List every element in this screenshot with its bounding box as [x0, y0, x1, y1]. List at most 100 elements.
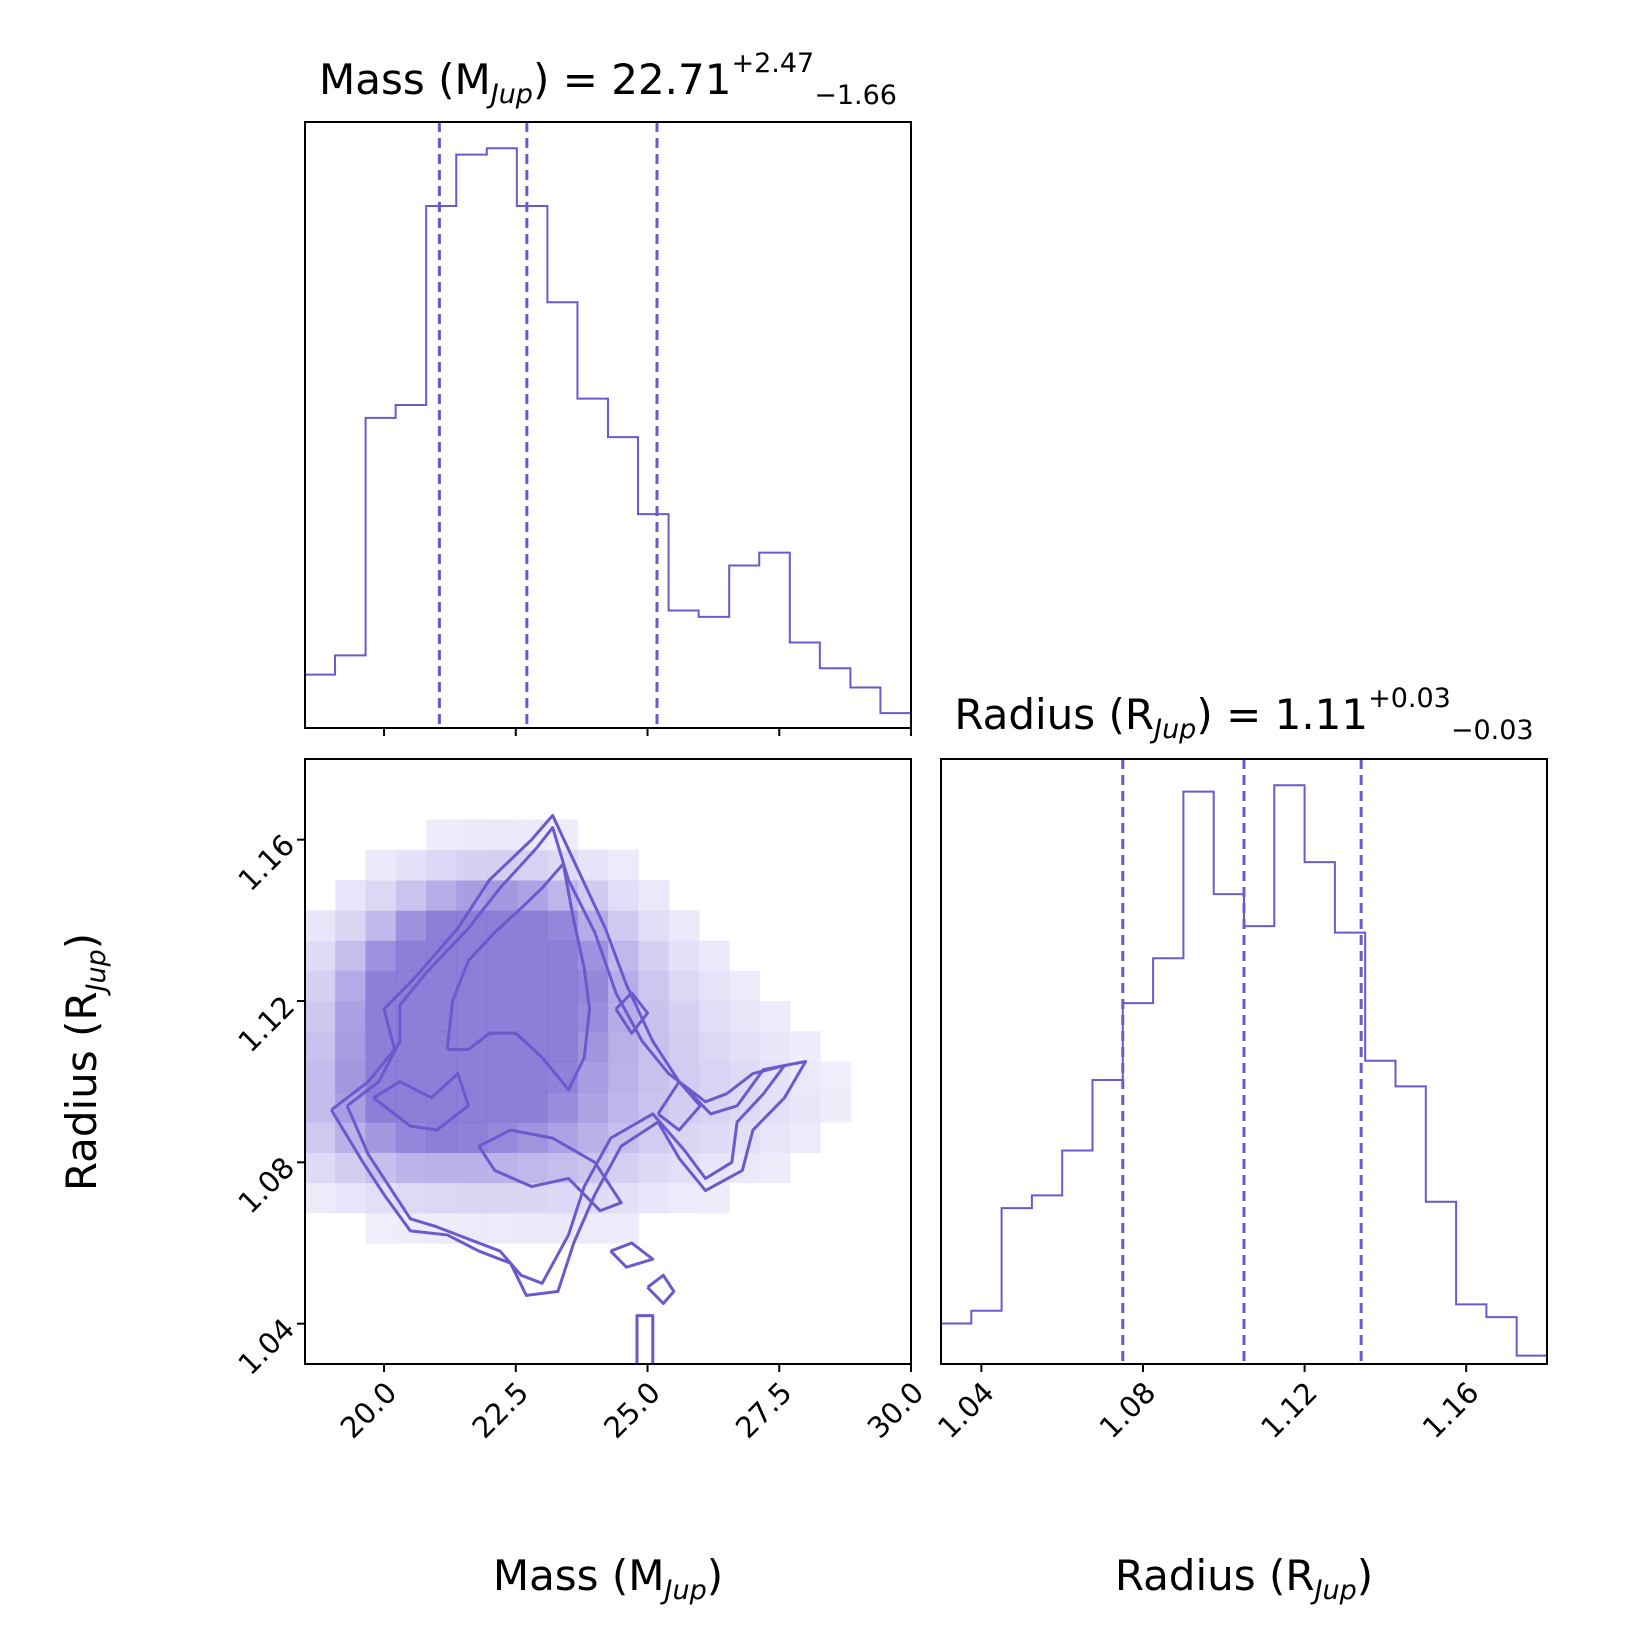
density-contour-3 [372, 1072, 470, 1132]
mass-title-err-minus: −1.66 [814, 80, 897, 111]
mass-histogram-title: Mass (MJup) = 22.71+2.47−1.66 [319, 48, 897, 111]
radius-ytick-label-3: 1.16 [231, 828, 301, 898]
density-cell [395, 910, 427, 942]
density-cell [395, 1152, 427, 1184]
density-cell [698, 1001, 730, 1032]
density-cell [517, 970, 548, 1002]
density-cell [365, 849, 397, 881]
density-cell [638, 1182, 670, 1214]
density-contours [330, 813, 808, 1364]
density-cell [789, 1091, 821, 1123]
density-cell [668, 940, 700, 972]
density-cell [456, 1152, 488, 1184]
mass-histogram-marks [305, 122, 911, 728]
density-cell [426, 819, 458, 851]
x-axis-title-radius-suffix: ) [1357, 1551, 1373, 1600]
density-cell [365, 910, 397, 942]
density-cell [698, 940, 730, 972]
density-cell [698, 1031, 730, 1063]
density-cell [668, 910, 700, 942]
x-axis-title-mass: Mass (MJup) [493, 1551, 723, 1606]
mass-title-prefix: Mass (M [319, 55, 491, 104]
density-cell [335, 880, 367, 911]
mass-xtick-label-4: 30.0 [861, 1375, 931, 1445]
density-cell [365, 940, 397, 972]
density-cell [608, 1212, 639, 1244]
density-cell [395, 940, 427, 972]
density-cell [638, 910, 670, 942]
density-cell [365, 1091, 397, 1123]
density-cell [456, 819, 488, 851]
density-cell [456, 1122, 488, 1153]
density-cell [759, 1031, 791, 1063]
mass-title-subscript: Jup [486, 79, 533, 110]
density-cell [517, 1061, 548, 1093]
density-cell [486, 1091, 518, 1123]
density-cell [668, 1001, 700, 1032]
density-cell [426, 1031, 458, 1063]
density-cell [305, 1001, 336, 1032]
mass-radius-2d-panel: 20.0 22.5 25.0 27.5 30.0 1.04 1.08 1.12 1.16 [231, 758, 931, 1445]
x-axis-title-radius-prefix: Radius (R [1115, 1551, 1315, 1600]
density-cell [456, 1091, 488, 1123]
density-cell [608, 1031, 639, 1063]
density-cell [486, 970, 518, 1002]
x-axis-title-mass-prefix: Mass (M [493, 1551, 665, 1600]
density-cell [305, 1152, 336, 1184]
density-cell [547, 1152, 579, 1184]
density-cell [395, 970, 427, 1002]
density-cell [426, 970, 458, 1002]
density-cell [335, 1182, 367, 1214]
x-axis-title-radius-subscript: Jup [1310, 1575, 1357, 1606]
density-cell [668, 970, 700, 1002]
radius-title-subscript: Jup [1149, 714, 1196, 745]
density-cell [608, 849, 639, 881]
density-cell [547, 1091, 579, 1123]
density-cell [547, 880, 579, 911]
density-cell [305, 910, 336, 942]
density-contour-2 [445, 862, 592, 1092]
density-cell [698, 970, 730, 1002]
density-cell [365, 1182, 397, 1214]
density-contour-1 [345, 826, 787, 1285]
density-cell [638, 1061, 670, 1093]
density-cell [365, 880, 397, 911]
density-cell [517, 1152, 548, 1184]
density-cell [638, 970, 670, 1002]
radius-ytick-label-1: 1.08 [231, 1150, 301, 1220]
density-cell [517, 1001, 548, 1032]
mass-histogram-step [305, 147, 911, 715]
density-cell [486, 1212, 518, 1244]
density-cell [305, 1091, 336, 1123]
density-cell [305, 970, 336, 1002]
mass-title-err-plus: +2.47 [731, 48, 814, 79]
y-axis-title-radius-prefix: Radius (R [57, 991, 106, 1191]
density-cell [456, 1212, 488, 1244]
density-cell [456, 849, 488, 881]
radius-histogram-ticks: 1.04 1.08 1.12 1.16 [931, 1364, 1486, 1445]
density-cell [668, 1182, 700, 1214]
density-cell [517, 940, 548, 972]
density-contour-8 [646, 1273, 676, 1305]
density-contour-5 [614, 991, 650, 1035]
density-cell [305, 1122, 336, 1153]
density-contour-4 [477, 1128, 623, 1213]
density-cell [365, 1001, 397, 1032]
radius-histogram-title: Radius (RJup) = 1.11+0.03−0.03 [954, 683, 1533, 746]
density-cell [335, 970, 367, 1002]
density-cell [577, 1031, 609, 1063]
density-cell [305, 1061, 336, 1093]
density-cell [638, 1152, 670, 1184]
mass-xtick-label-1: 22.5 [465, 1375, 535, 1445]
radius-xtick-label-3: 1.16 [1416, 1375, 1486, 1445]
mass-title-suffix: ) = 22.71 [533, 55, 732, 104]
radius-xtick-label-2: 1.12 [1254, 1375, 1324, 1445]
density-cell [547, 1031, 579, 1063]
density-cell [577, 1091, 609, 1123]
density-cell [577, 1061, 609, 1093]
radius-ytick-label-0: 1.04 [231, 1312, 301, 1382]
density-cell [547, 1182, 579, 1214]
density-cell [789, 1031, 821, 1063]
density-cell [486, 940, 518, 972]
density-cell [577, 1001, 609, 1032]
